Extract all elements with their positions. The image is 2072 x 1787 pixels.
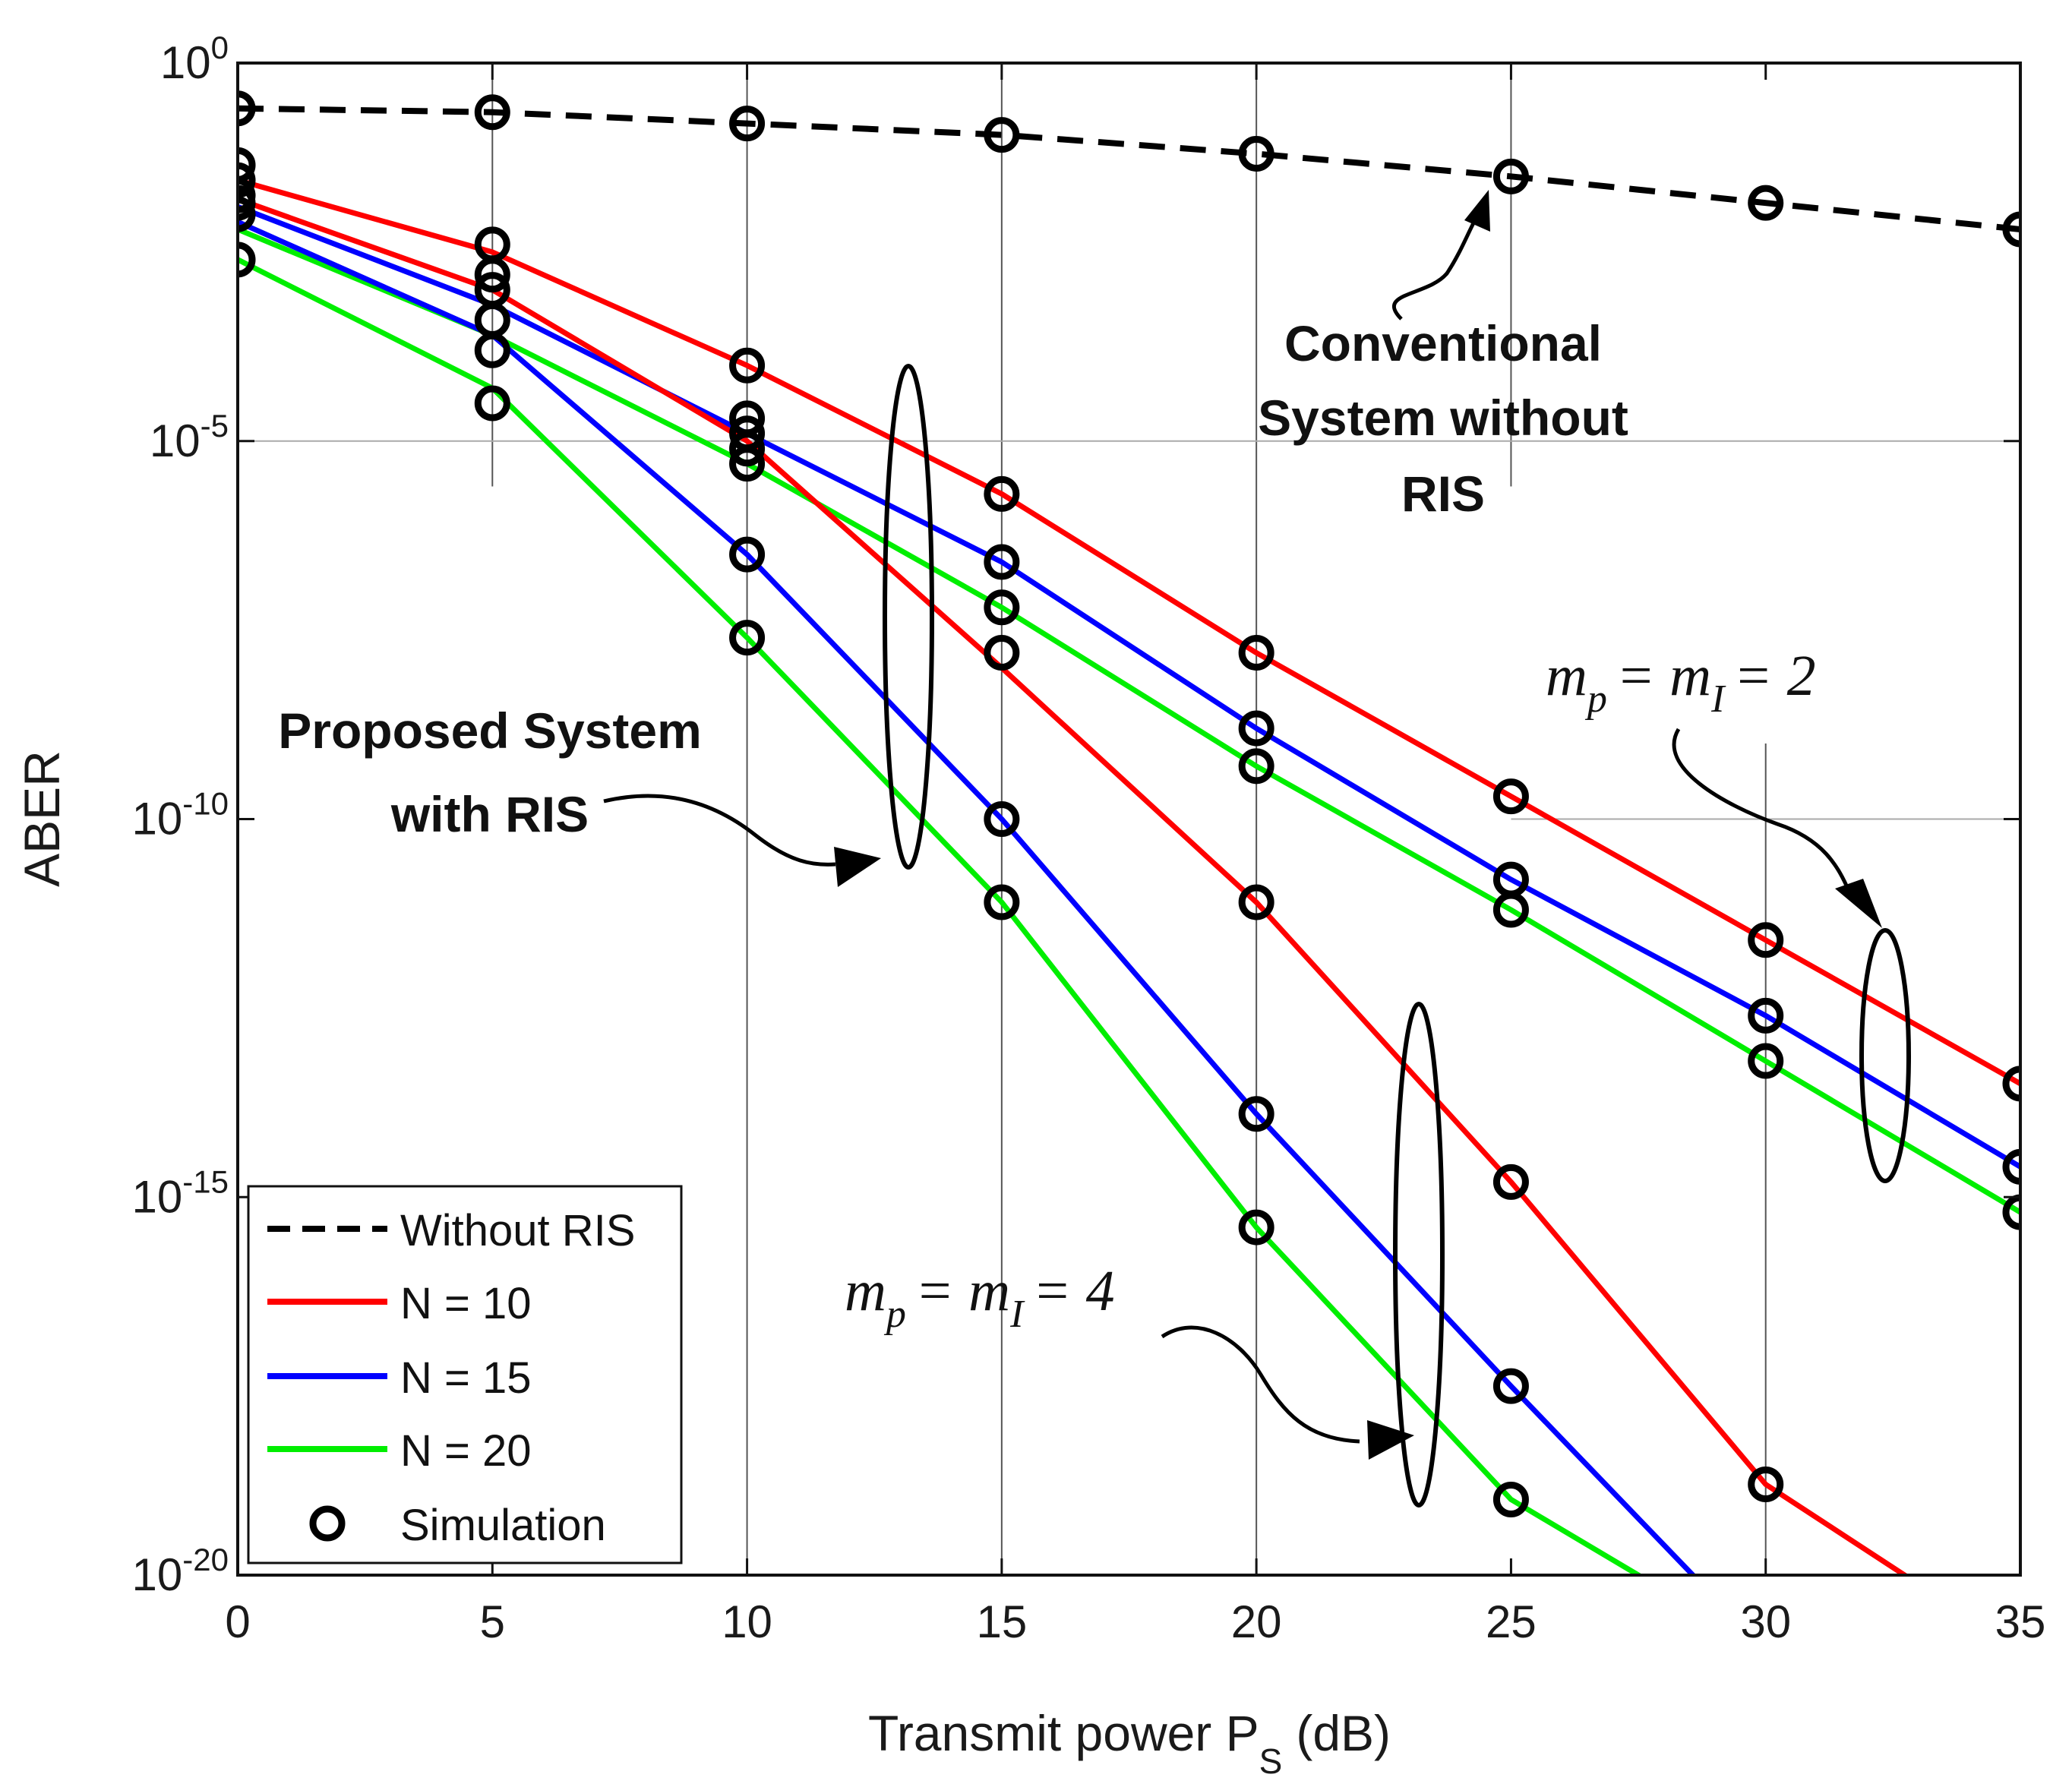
sim-marker-x0-2 [238,162,256,198]
sim-marker-x15-6 [984,884,1020,920]
annotation-m4-text: mp = mI = 4 [845,1259,1115,1336]
y-tick-label--5: 10-5 [150,408,229,466]
legend-box [247,1185,683,1564]
sim-marker-x25-4 [1492,1163,1529,1200]
sim-marker-x25-0 [1492,158,1529,194]
y-axis-title: ABER [14,750,70,887]
legend-swatch-simulation [309,1505,346,1542]
annotation-proposed-line1: Proposed System [278,702,702,759]
sim-marker-x20-0 [1238,135,1274,172]
x-tick-label-35: 35 [1995,1596,2046,1647]
y-tick-label--20: 10-20 [132,1542,229,1600]
sim-marker-x35-1 [2002,1066,2020,1102]
sim-marker-x35-2 [2002,1148,2020,1185]
series-line-3 [238,226,2020,1215]
legend: Without RIS N = 10 N = 15 N = 20 Simulat… [247,1185,683,1564]
x-tick-label-20: 20 [1231,1596,1282,1647]
x-axis-title-sub: S [1259,1741,1283,1781]
series-line-2 [238,204,2020,1170]
arrow-m2 [1672,728,1852,893]
sim-marker-x20-3 [1238,748,1274,785]
ellipse-m4 [1393,1002,1445,1508]
sim-marker-x10-1 [729,347,766,384]
annotation-m2: mp = mI = 2 [1546,644,1911,1183]
annotation-m4: mp = mI = 4 [845,1002,1445,1508]
arrow-conventional-head [1464,190,1490,232]
x-axis-title-unit: (dB) [1296,1705,1391,1761]
sim-marker-x10-4 [729,431,766,467]
x-axis-title: Transmit power PS (dB) [868,1705,1391,1781]
annotation-conventional-line1: Conventional [1284,315,1602,371]
sim-marker-x30-2 [1748,997,1784,1034]
series-line-0 [238,105,2020,232]
sim-marker-x15-1 [984,475,1020,512]
sim-marker-x5-5 [474,332,510,368]
sim-marker-x35-0 [2002,211,2020,248]
sim-marker-x10-7 [729,620,766,656]
arrow-m2-head [1835,879,1882,928]
sim-marker-x20-5 [1238,1096,1274,1132]
annotation-m2-text: mp = mI = 2 [1546,644,1816,721]
annotation-proposed-line2: with RIS [390,786,589,842]
x-tick-label-10: 10 [722,1596,772,1647]
sim-marker-x0-1 [238,147,256,183]
sim-marker-x30-1 [1748,922,1784,958]
sim-marker-x30-4 [1748,1467,1784,1503]
sim-marker-x25-3 [1492,892,1529,928]
sim-marker-x20-6 [1238,1209,1274,1246]
ellipse-m2 [1859,928,1911,1183]
sim-marker-x20-2 [1238,710,1274,747]
annotation-proposed: Proposed System with RIS [278,364,934,887]
sim-marker-x5-0 [474,94,510,131]
sim-marker-x30-3 [1748,1043,1784,1079]
ellipse-proposed [883,364,934,870]
arrow-m4-head [1367,1420,1414,1460]
y-tick-label--10: 10-10 [132,786,229,845]
y-tick-label--15: 10-15 [132,1163,229,1222]
simulation-markers [238,90,2020,1517]
annotation-conventional: Conventional System without RIS [1258,190,1628,522]
series-line-4 [238,196,1909,1575]
sim-marker-x0-6 [238,242,256,278]
y-tick-label-0: 100 [160,30,229,88]
sim-marker-x10-6 [729,536,766,573]
sim-marker-x15-4 [984,634,1020,671]
sim-marker-x15-5 [984,801,1020,837]
sim-marker-x20-4 [1238,884,1274,920]
sim-marker-x10-0 [729,106,766,142]
sim-marker-x25-1 [1492,778,1529,815]
arrow-m4 [1161,1325,1360,1444]
legend-label-n15: N = 15 [400,1353,532,1403]
arrow-conventional [1392,207,1483,320]
x-tick-label-0: 0 [225,1596,250,1647]
sim-marker-x25-5 [1492,1368,1529,1404]
legend-label-without-ris: Without RIS [400,1206,635,1255]
sim-marker-x0-4 [238,185,256,221]
annotation-conventional-line2: System without [1258,390,1628,446]
sim-marker-x30-0 [1748,185,1784,221]
sim-marker-x15-0 [984,117,1020,153]
x-tick-label-25: 25 [1486,1596,1537,1647]
sim-marker-x10-5 [729,446,766,482]
sim-marker-x0-0 [238,90,256,127]
sim-marker-x15-2 [984,544,1020,580]
sim-marker-x5-2 [474,257,510,293]
sim-marker-x15-3 [984,589,1020,626]
legend-label-simulation: Simulation [400,1501,606,1550]
annotation-conventional-line3: RIS [1401,466,1485,522]
x-tick-label-15: 15 [976,1596,1027,1647]
series-line-1 [238,177,2020,1086]
arrow-proposed-head [834,847,881,887]
x-tick-label-30: 30 [1740,1596,1791,1647]
sim-marker-x0-5 [238,196,256,232]
x-tick-label-5: 5 [480,1596,505,1647]
sim-marker-x5-6 [474,385,510,421]
sim-marker-x25-6 [1492,1481,1529,1517]
arrow-proposed [603,794,836,867]
legend-label-n10: N = 10 [400,1279,532,1328]
sim-marker-x35-3 [2002,1194,2020,1230]
legend-label-n20: N = 20 [400,1426,532,1476]
sim-marker-x20-1 [1238,634,1274,671]
